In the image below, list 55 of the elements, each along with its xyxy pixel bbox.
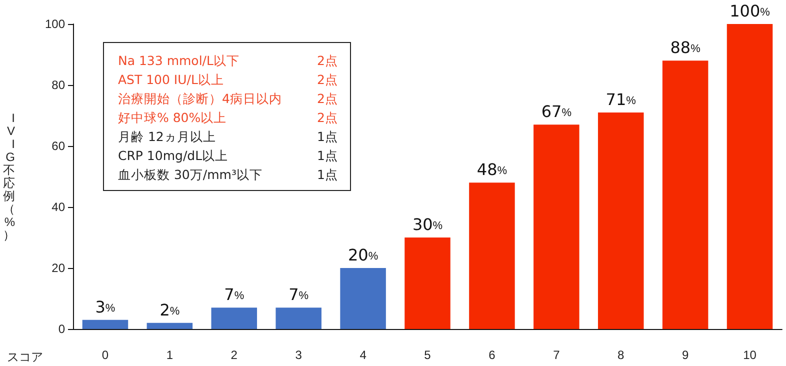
bar (469, 182, 515, 329)
annotation: 1点 (317, 166, 338, 184)
data-label: 20% (348, 246, 378, 264)
y-tick-label: 40 (52, 200, 66, 214)
data-label: 67% (541, 102, 572, 122)
y-tick-label: 20 (52, 261, 66, 275)
x-tick-label: 0 (102, 348, 109, 362)
annotation: 好中球% 80%以上 (118, 109, 227, 127)
y-tick-label: 100 (44, 17, 66, 31)
annotation: 1点 (317, 147, 338, 165)
data-label: 7% (224, 285, 244, 304)
bar (726, 24, 773, 329)
x-tick-label: 1 (166, 348, 174, 362)
data-label: 71% (606, 90, 636, 109)
x-tick-label: 8 (618, 348, 625, 362)
bar (340, 268, 386, 329)
data-label: 100% (730, 2, 770, 20)
annotation: 2点 (317, 90, 338, 108)
annotation: 2点 (317, 52, 338, 70)
x-tick-label: 7 (553, 348, 560, 362)
x-tick-label: 5 (424, 348, 432, 362)
annotation: 血小板数 30万/mm³以下 (118, 166, 262, 184)
data-label: 48% (476, 160, 508, 180)
annotation: 2点 (317, 109, 338, 127)
y-tick-label: 0 (58, 322, 66, 336)
text: IVIG不応例（%） (3, 111, 15, 242)
data-label: 7% (288, 285, 309, 304)
x-tick-label: 4 (360, 348, 367, 362)
x-tick-label: 3 (295, 348, 302, 362)
bar (82, 320, 128, 329)
x-tick-label: 9 (682, 348, 689, 362)
bar (276, 308, 322, 329)
bar (534, 124, 580, 329)
annotation: 治療開始（診断）4病日以内 (118, 90, 282, 108)
x-tick-label: 10 (743, 348, 757, 362)
data-label: 88% (670, 38, 701, 58)
annotation: 2点 (317, 71, 338, 89)
bar (662, 60, 708, 329)
data-label: 3% (95, 297, 116, 316)
x-tick-label: 6 (488, 348, 496, 362)
bar (146, 322, 193, 329)
x-tick-label: 2 (230, 348, 238, 362)
data-label: 2% (160, 300, 180, 320)
bar (598, 112, 644, 329)
y-tick-label: 60 (52, 139, 66, 153)
annotation: CRP 10mg/dL以上 (118, 147, 228, 165)
annotation: Na 133 mmol/L以下 (118, 52, 240, 70)
y-tick-label: 80 (52, 78, 66, 92)
data-label: 30% (412, 215, 443, 234)
annotation: 月齢 12ヵ月以上 (118, 128, 216, 146)
annotation: AST 100 IU/L以上 (118, 71, 224, 89)
x-axis-title: スコア (7, 350, 43, 364)
bar (404, 238, 450, 329)
bar (211, 308, 258, 329)
annotation: 1点 (317, 128, 338, 146)
